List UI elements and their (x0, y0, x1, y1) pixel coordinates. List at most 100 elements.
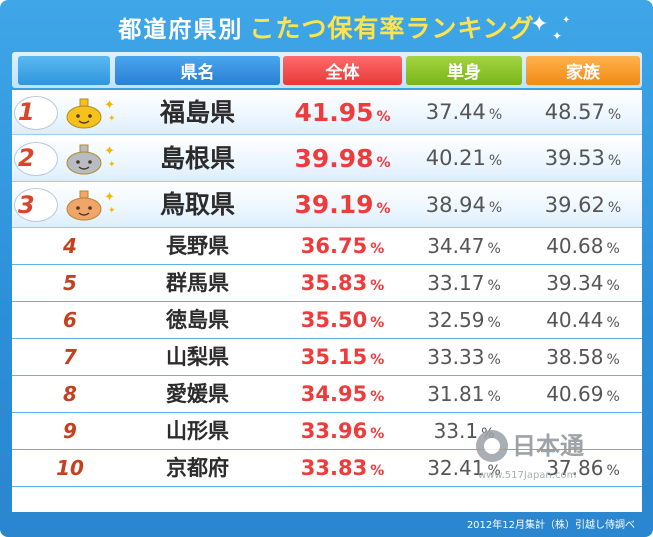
total-rate: 35.83% (283, 265, 402, 305)
percent-sign: % (376, 109, 391, 125)
percent-sign: % (487, 241, 501, 257)
value-number: 32.41 (427, 456, 485, 480)
percent-sign: % (376, 201, 391, 217)
value-number: 35.83 (300, 271, 368, 295)
title-prefix: 都道府県別 (118, 17, 244, 43)
total-rate: 33.96% (283, 413, 402, 453)
total-rate: 33.83% (283, 450, 402, 490)
prefecture-name: 京都府 (166, 456, 229, 480)
rank-number: 10 (56, 456, 84, 480)
percent-sign: % (607, 107, 622, 123)
percent-sign: % (376, 155, 391, 171)
value-number: 35.15 (300, 345, 368, 369)
total-rate: 35.15% (283, 339, 402, 379)
percent-sign: % (487, 352, 501, 368)
value-number: 33.1 (433, 419, 479, 443)
sparkle-icon: ✦ (104, 143, 115, 159)
prefecture-name: 鳥取県 (159, 190, 235, 219)
rank-number: 2 (18, 144, 35, 172)
rank-bubble (14, 95, 58, 130)
prefecture-name: 群馬県 (166, 271, 229, 295)
value-number: 48.57 (544, 100, 605, 124)
total-rate: 36.75% (283, 228, 402, 268)
family-rate: 40.44% (526, 302, 640, 342)
single-rate: 32.41% (406, 450, 522, 490)
percent-sign: % (370, 315, 385, 331)
sparkle-icon: ✦ (108, 113, 116, 124)
percent-sign: % (606, 278, 620, 294)
header-prefecture: 県名 (115, 56, 280, 85)
family-rate: 40.69% (526, 376, 640, 416)
prefecture-name: 福島県 (159, 98, 235, 127)
table-row: ✦ ✦ 3 鳥取県 39.19% 38.94% 39.62% (12, 182, 642, 228)
watermark-text: 日本通 (512, 432, 584, 460)
value-number: 40.21 (425, 146, 486, 170)
percent-sign: % (370, 278, 385, 294)
rank-number: 4 (63, 234, 77, 258)
family-rate: 37.86% (526, 450, 640, 490)
value-number: 38.58 (546, 345, 604, 369)
total-rate: 34.95% (283, 376, 402, 416)
percent-sign: % (370, 389, 385, 405)
percent-sign: % (487, 389, 501, 405)
single-rate: 32.59% (406, 302, 522, 342)
rank-number: 5 (63, 271, 77, 295)
value-number: 35.50 (300, 308, 368, 332)
rank-bubble (14, 141, 58, 176)
total-rate: 39.19% (283, 182, 402, 232)
percent-sign: % (488, 153, 503, 169)
value-number: 39.62 (544, 193, 605, 217)
percent-sign: % (370, 463, 385, 479)
percent-sign: % (607, 200, 622, 216)
value-number: 39.34 (546, 271, 604, 295)
rank-number: 8 (63, 382, 77, 406)
value-number: 33.96 (300, 419, 368, 443)
rank-bubble (14, 188, 58, 222)
sparkle-icon: ✦ (552, 29, 563, 43)
sparkle-icon: ✦ (108, 206, 116, 216)
table-row: 7 山梨県 35.15% 33.33% 38.58% (12, 339, 642, 376)
family-rate: 38.58% (526, 339, 640, 379)
source-note: 2012年12月集計（株）引越し侍調べ (466, 520, 635, 531)
value-number: 37.86 (546, 456, 604, 480)
rank-number: 6 (63, 308, 77, 332)
value-number: 37.44 (425, 100, 486, 124)
value-number: 33.17 (427, 271, 485, 295)
prefecture-name: 長野県 (166, 234, 229, 258)
header-single: 単身 (406, 56, 522, 85)
percent-sign: % (606, 315, 620, 331)
table-row: ✦ ✦ 1 福島県 41.95% 37.44% 48.57% (12, 90, 642, 135)
value-number: 34.95 (300, 382, 368, 406)
rank-number: 3 (18, 191, 35, 219)
value-number: 32.59 (427, 308, 485, 332)
value-number: 41.95 (294, 98, 374, 127)
family-rate: 39.34% (526, 265, 640, 305)
percent-sign: % (487, 278, 501, 294)
percent-sign: % (487, 315, 501, 331)
table-row: 8 愛媛県 34.95% 31.81% 40.69% (12, 376, 642, 413)
single-rate: 33.33% (406, 339, 522, 379)
prefecture-name: 島根県 (159, 144, 235, 173)
prefecture-name: 徳島県 (166, 308, 229, 332)
family-rate: 40.68% (526, 228, 640, 268)
percent-sign: % (488, 200, 503, 216)
percent-sign: % (370, 352, 385, 368)
prefecture-name: 山形県 (166, 419, 229, 443)
value-number: 39.98 (294, 144, 374, 173)
sparkle-icon: ✦ (562, 15, 571, 26)
family-rate: 48.57% (526, 90, 640, 138)
table-row: 10 京都府 33.83% 32.41% 37.86% (12, 450, 642, 487)
medal-face-icon (66, 98, 102, 128)
percent-sign: % (370, 426, 385, 442)
sparkle-icon: ✦ (104, 190, 115, 205)
percent-sign: % (606, 463, 620, 479)
value-number: 31.81 (427, 382, 485, 406)
rank-number: 1 (18, 98, 35, 126)
percent-sign: % (488, 107, 503, 123)
watermark-url: www.517Japan.com (478, 470, 576, 481)
sparkle-icon: ✦ (104, 97, 115, 113)
medal-face-icon (66, 144, 102, 174)
value-number: 33.33 (427, 345, 485, 369)
prefecture-name: 愛媛県 (166, 382, 229, 406)
percent-sign: % (607, 153, 622, 169)
